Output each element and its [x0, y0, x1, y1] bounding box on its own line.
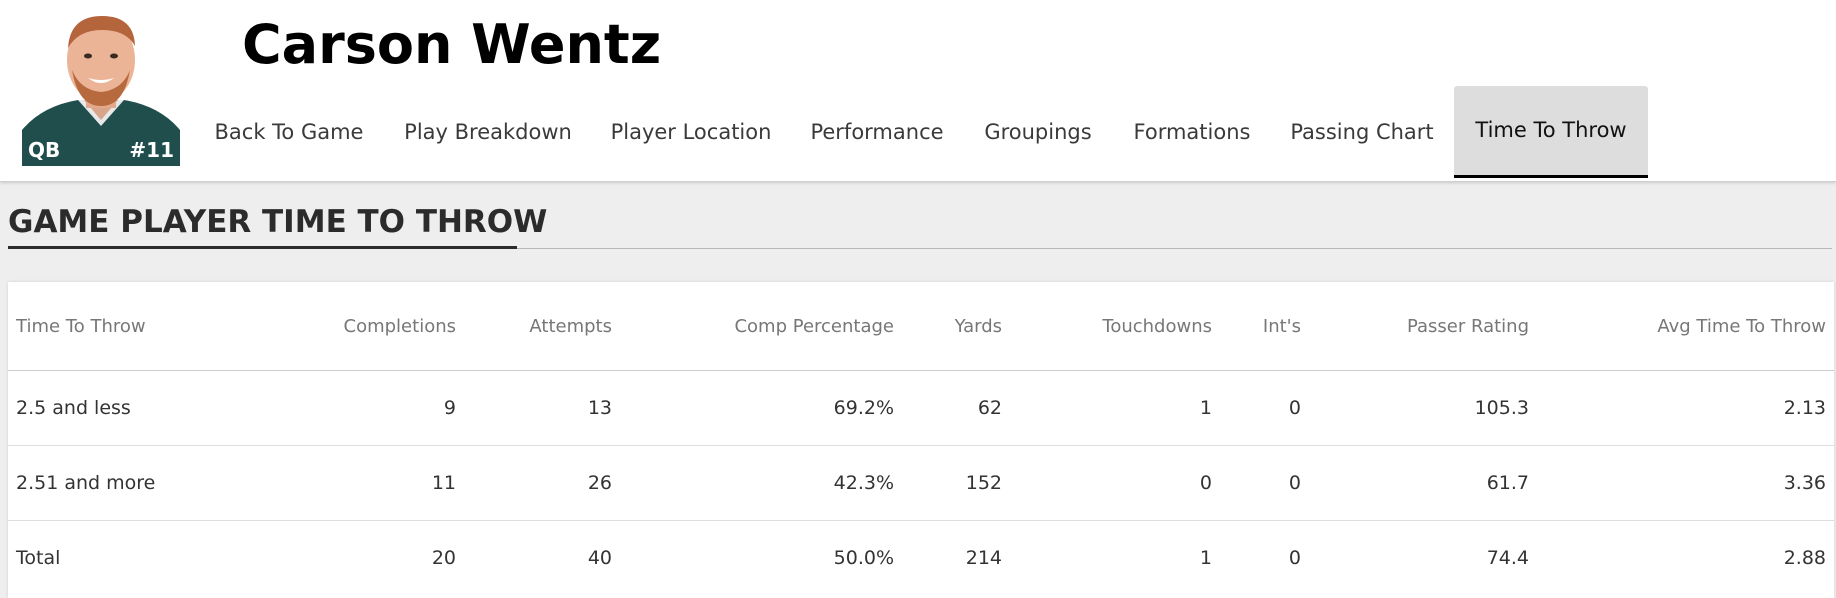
tab-time-to-throw[interactable]: Time To Throw — [1454, 86, 1648, 178]
column-header[interactable]: Attempts — [464, 282, 620, 371]
column-header[interactable]: Touchdowns — [1010, 282, 1220, 371]
column-header[interactable]: Time To Throw — [8, 282, 266, 371]
section-divider — [8, 248, 1832, 249]
table-cell: 13 — [464, 370, 620, 446]
table-cell: 152 — [902, 445, 1010, 521]
table-cell: 50.0% — [833, 547, 894, 569]
column-header[interactable]: Yards — [902, 282, 1010, 371]
player-headshot: QB #11 — [22, 8, 180, 166]
player-header: QB #11 Carson Wentz Back To Game Play Br… — [0, 0, 1836, 182]
tab-formations[interactable]: Formations — [1133, 120, 1251, 144]
table-cell: 11 — [266, 445, 464, 521]
column-header[interactable]: Completions — [266, 282, 464, 371]
table-cell: 2.13 — [1537, 370, 1834, 446]
column-header[interactable]: Passer Rating — [1309, 282, 1537, 371]
table-cell: 1 — [1010, 370, 1220, 446]
table-cell: 1 — [1199, 547, 1212, 569]
tab-performance[interactable]: Performance — [810, 120, 944, 144]
table-cell: 0 — [1010, 445, 1220, 521]
table-cell: 9 — [266, 370, 464, 446]
time-to-throw-card: Time To Throw Completions Attempts Comp … — [8, 282, 1834, 598]
tab-groupings[interactable]: Groupings — [984, 120, 1092, 144]
column-header[interactable]: Avg Time To Throw — [1537, 282, 1834, 371]
table-cell: 214 — [965, 547, 1002, 569]
table-row: 2.5 and less 9 13 69.2% 62 1 0 105.3 2.1… — [8, 370, 1834, 446]
player-photo-icon — [22, 8, 180, 166]
table-cell: 40 — [587, 547, 612, 569]
time-to-throw-table: Time To Throw Completions Attempts Comp … — [8, 282, 1834, 595]
table-cell: 0 — [1220, 445, 1309, 521]
table-cell: Total — [16, 547, 61, 569]
table-cell: 69.2% — [620, 370, 902, 446]
table-cell: 26 — [464, 445, 620, 521]
table-cell: 2.5 and less — [8, 370, 266, 446]
table-cell: 42.3% — [620, 445, 902, 521]
table-cell: 62 — [902, 370, 1010, 446]
column-header[interactable]: Int's — [1220, 282, 1309, 371]
jersey-number-badge: #11 — [129, 138, 174, 162]
tab-play-breakdown[interactable]: Play Breakdown — [404, 120, 572, 144]
table-header-row: Time To Throw Completions Attempts Comp … — [8, 282, 1834, 371]
section-title-underline — [8, 246, 517, 249]
table-cell: 2.51 and more — [8, 445, 266, 521]
table-row-total: Total 20 40 50.0% 214 1 0 74.4 2.88 — [8, 521, 1834, 596]
table-cell: 3.36 — [1537, 445, 1834, 521]
position-badge: QB — [28, 138, 61, 162]
tab-back-to-game[interactable]: Back To Game — [214, 120, 364, 144]
player-name: Carson Wentz — [242, 13, 662, 76]
table-cell: 74.4 — [1486, 547, 1529, 569]
tab-player-location[interactable]: Player Location — [610, 120, 772, 144]
table-row: 2.51 and more 11 26 42.3% 152 0 0 61.7 3… — [8, 445, 1834, 521]
table-cell: 0 — [1288, 547, 1301, 569]
tab-passing-chart[interactable]: Passing Chart — [1290, 120, 1434, 144]
table-cell: 20 — [431, 547, 456, 569]
table-cell: 2.88 — [1783, 547, 1826, 569]
table-cell: 105.3 — [1309, 370, 1537, 446]
column-header[interactable]: Comp Percentage — [620, 282, 902, 371]
table-cell: 0 — [1220, 370, 1309, 446]
section-title: GAME PLAYER TIME TO THROW — [8, 204, 548, 240]
table-cell: 61.7 — [1309, 445, 1537, 521]
